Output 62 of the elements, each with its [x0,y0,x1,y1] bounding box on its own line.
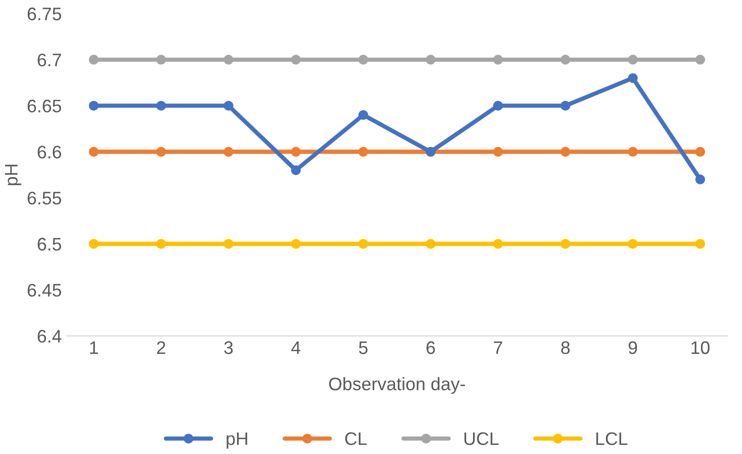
x-tick-label: 6 [426,341,435,354]
point [560,239,570,249]
point [88,54,99,65]
point [88,100,99,111]
point [224,100,234,111]
y-tick-label: 6.55 [28,192,62,205]
legend-label: pH [226,432,248,449]
y-tick-label: 6.4 [38,330,62,343]
x-axis-title: Observation day- [329,377,465,394]
x-tick-label: 5 [358,341,368,354]
point [224,146,234,157]
y-tick-label: 6.6 [38,146,62,158]
point [358,146,368,157]
point [224,239,234,249]
point [291,239,301,249]
point [628,239,638,249]
point [156,239,166,249]
point [358,54,368,65]
y-tick-label: 6.65 [28,100,62,112]
point [695,146,706,157]
point [88,146,99,157]
point [493,146,503,157]
y-tick-label: 6.75 [28,8,62,20]
point [493,54,503,65]
point [493,239,503,249]
point [695,54,706,65]
x-tick-label: 7 [494,341,502,354]
point [291,54,301,65]
point [628,146,638,157]
point [628,54,638,65]
point [426,54,436,65]
point [291,146,301,157]
x-tick-label: 9 [628,341,637,354]
point [560,100,570,111]
x-tick-label: 1 [90,341,98,354]
y-axis-title: pH [5,164,22,186]
point [493,100,503,111]
y-tick-label: 6.7 [38,54,62,66]
point [695,174,706,184]
point [224,54,234,65]
x-tick-label: 3 [224,341,233,354]
y-tick-label: 6.5 [38,238,62,251]
legend-label: LCL [596,432,628,446]
point [88,239,99,249]
x-tick-label: 4 [291,341,300,354]
point [695,239,706,249]
x-tick-label: 8 [561,341,570,354]
x-tick-label: 2 [157,341,166,354]
point [426,239,436,249]
point [358,239,368,249]
legend-label: CL [345,432,367,446]
point [156,100,166,111]
point [628,73,638,83]
legend-label: UCL [464,432,499,446]
point [156,54,166,65]
point [560,146,570,157]
point [156,146,166,157]
point [560,54,570,65]
y-tick-label: 6.45 [28,284,62,297]
point [291,165,301,176]
x-tick-label: 10 [692,341,710,354]
point [358,110,368,120]
